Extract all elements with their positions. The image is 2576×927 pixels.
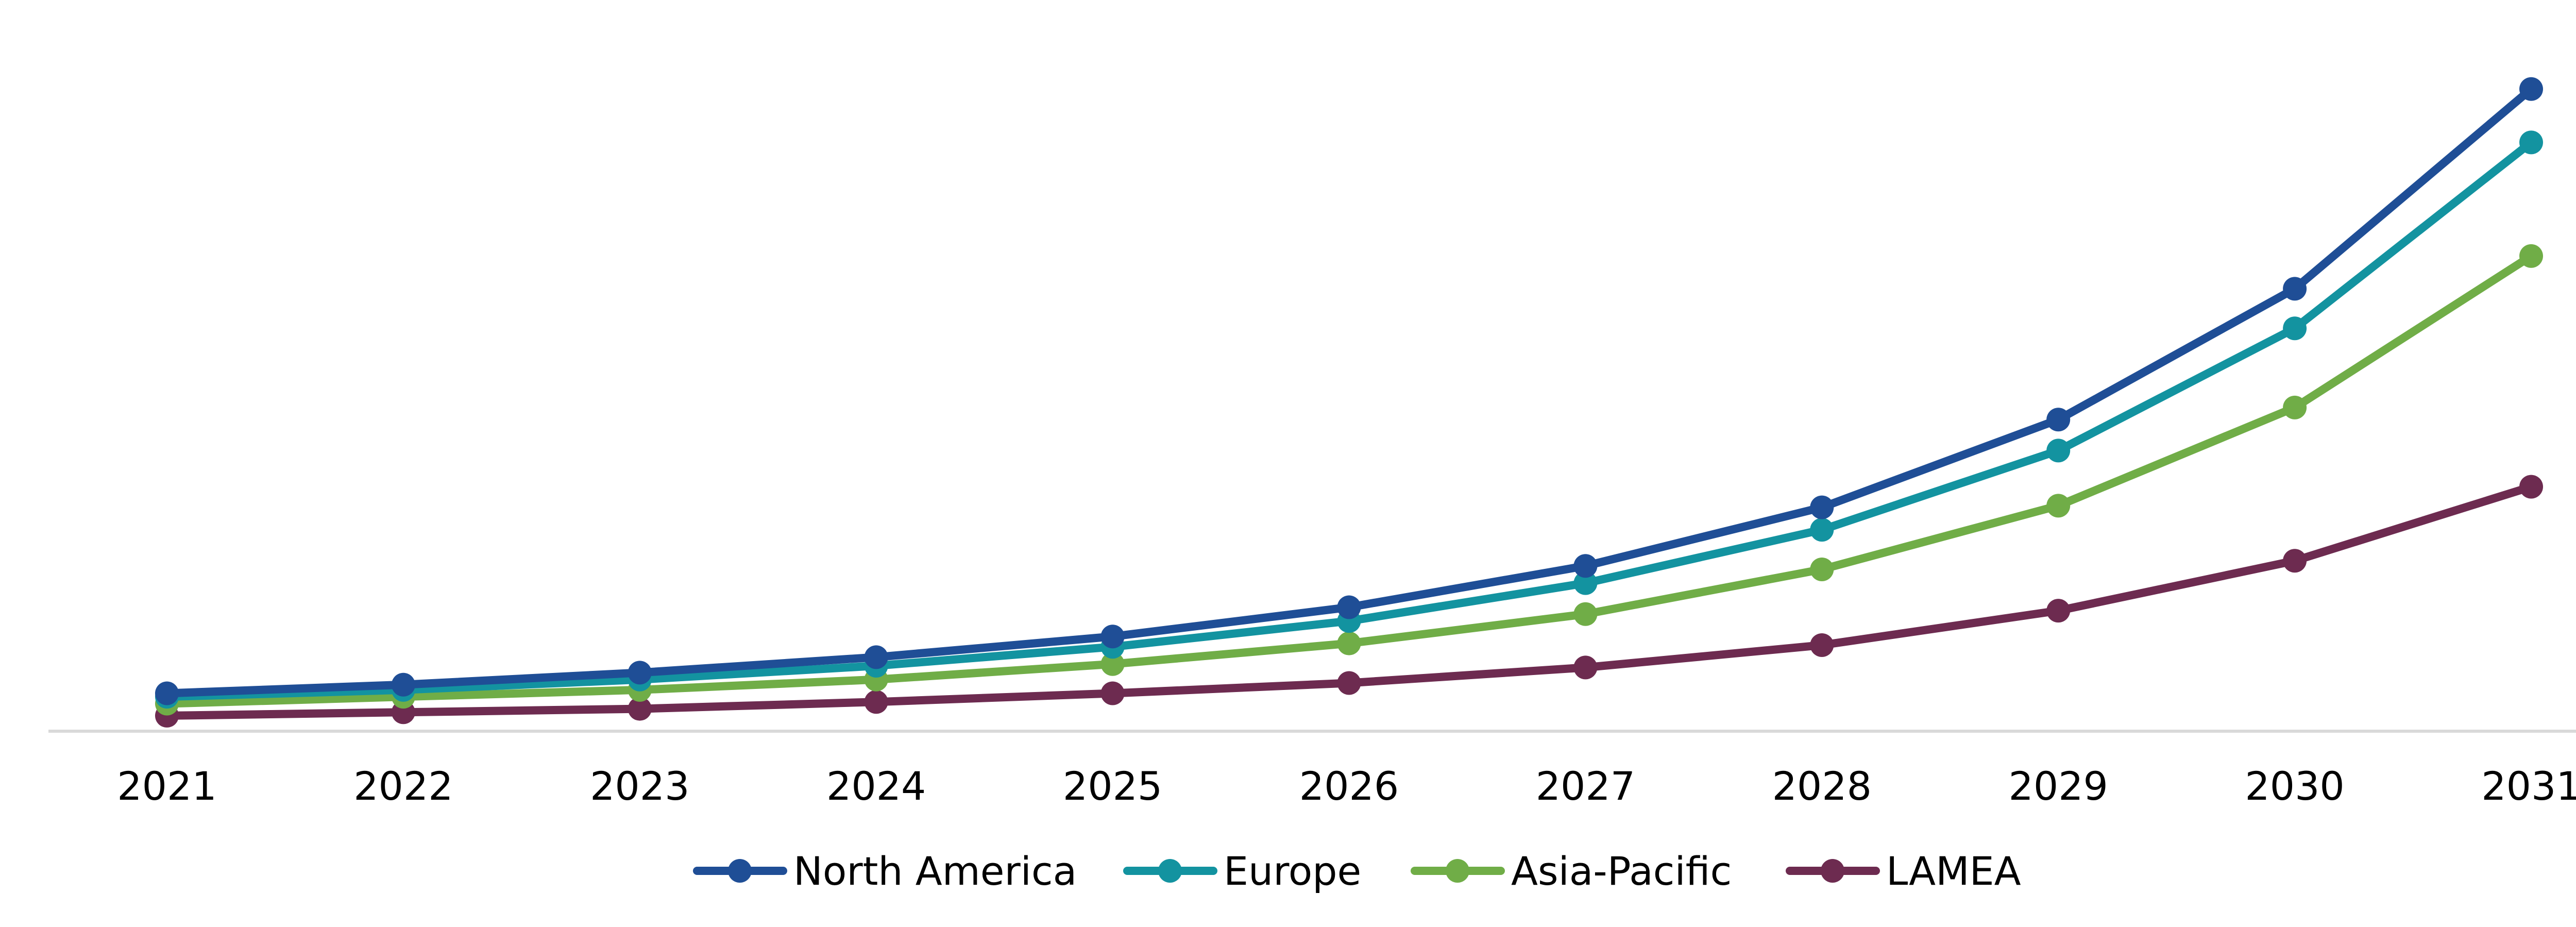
legend-item: North America [693, 848, 1077, 894]
legend-label: North America [793, 848, 1077, 894]
data-point [1337, 671, 1361, 695]
data-point [1573, 554, 1598, 578]
data-point [2283, 549, 2307, 573]
legend-item: Europe [1123, 848, 1361, 894]
series-europe [155, 130, 2543, 709]
data-point [2046, 408, 2071, 432]
series-north-america [155, 77, 2543, 705]
data-point [2519, 130, 2543, 155]
data-point [628, 697, 652, 721]
x-tick-label: 2029 [2008, 763, 2108, 809]
data-point [2519, 244, 2543, 268]
data-point [391, 672, 415, 697]
data-point [1100, 681, 1125, 705]
data-point [864, 690, 888, 714]
x-tick-label: 2022 [353, 763, 453, 809]
x-tick-label: 2026 [1299, 763, 1399, 809]
x-tick-label: 2027 [1536, 763, 1635, 809]
data-point [1337, 595, 1361, 619]
data-point [864, 645, 888, 669]
data-point [2046, 439, 2071, 463]
data-point [2046, 599, 2071, 623]
data-point [1573, 602, 1598, 626]
x-tick-label: 2028 [1772, 763, 1872, 809]
legend-label: Asia-Pacific [1511, 848, 1732, 894]
data-point [1810, 633, 1834, 657]
series-asia-pacific [155, 244, 2543, 716]
legend-label: Europe [1224, 848, 1361, 894]
legend-label: LAMEA [1886, 848, 2021, 894]
x-tick-label: 2021 [117, 763, 216, 809]
legend-marker-icon [1446, 859, 1469, 883]
data-point [2283, 316, 2307, 341]
legend-marker-icon [1821, 859, 1844, 883]
series-lines [155, 77, 2543, 728]
data-point [155, 681, 179, 705]
x-tick-label: 2023 [590, 763, 689, 809]
legend-item: Asia-Pacific [1411, 848, 1732, 894]
data-point [1573, 655, 1598, 680]
series-lamea [155, 475, 2543, 728]
data-point [1810, 557, 1834, 581]
data-point [1337, 631, 1361, 655]
data-point [1573, 571, 1598, 595]
data-point [1100, 625, 1125, 649]
data-point [2046, 494, 2071, 518]
x-tick-label: 2024 [826, 763, 926, 809]
legend-marker-icon [1158, 859, 1182, 883]
data-point [2519, 475, 2543, 499]
data-point [628, 661, 652, 685]
x-tick-label: 2025 [1063, 763, 1162, 809]
data-point [1810, 495, 1834, 519]
x-tick-label: 2030 [2245, 763, 2344, 809]
legend-item: LAMEA [1786, 848, 2021, 894]
x-tick-label: 2031 [2481, 763, 2576, 809]
data-point [1100, 652, 1125, 676]
data-point [2283, 395, 2307, 419]
data-point [1810, 518, 1834, 542]
data-point [2283, 277, 2307, 301]
data-point [2519, 77, 2543, 101]
legend-marker-icon [728, 859, 752, 883]
x-axis-ticks: 2021 2022 2023 2024 2025 2026 2027 2028 2029 2030… [117, 763, 2576, 809]
legend: North America Europe Asia-Pacific LAMEA [693, 848, 2021, 894]
